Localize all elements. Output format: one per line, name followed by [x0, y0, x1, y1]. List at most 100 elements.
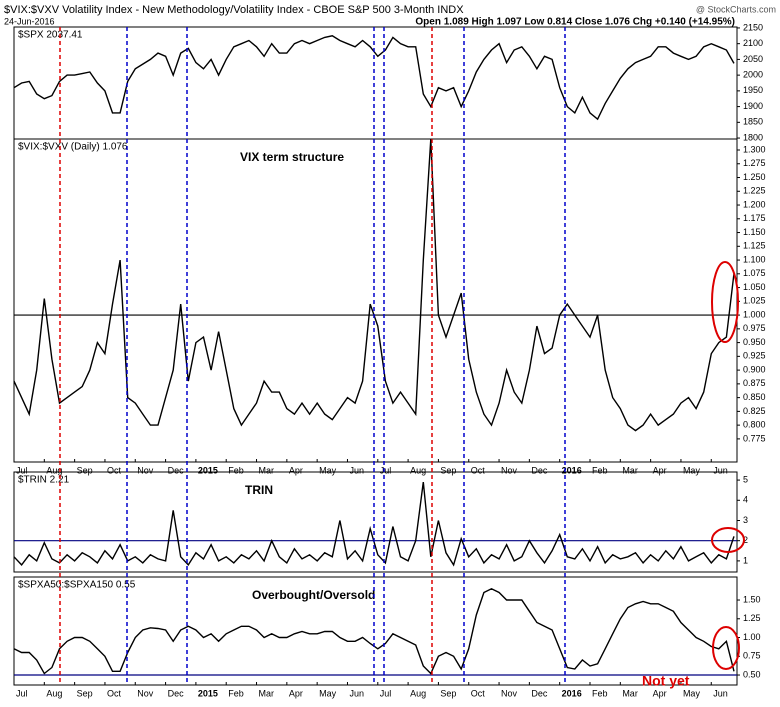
credit: @ StockCharts.com [696, 4, 776, 14]
y-tick-label: 2050 [743, 54, 763, 64]
y-tick-label: 3 [743, 515, 748, 525]
legend-label: $TRIN 2.21 [18, 475, 70, 486]
x-tick-label: Dec [168, 465, 185, 475]
x-tick-label: Mar [622, 465, 638, 475]
annotation: Overbought/Oversold [252, 588, 375, 602]
x-tick-label: Nov [501, 465, 518, 475]
panel-frame [13, 471, 738, 573]
y-tick-label: 1900 [743, 101, 763, 111]
y-tick-label: 1.275 [743, 158, 766, 168]
y-tick-label: 1.50 [743, 594, 761, 604]
highlight-circle [711, 261, 739, 343]
x-tick-label: Oct [107, 688, 122, 698]
legend-label: $SPXA50:$SPXA150 0.55 [18, 580, 136, 591]
x-tick-label: Jul [380, 465, 392, 475]
y-tick-label: 1850 [743, 117, 763, 127]
x-tick-label: Aug [46, 688, 62, 698]
x-tick-label: Feb [592, 465, 608, 475]
x-tick-label: Nov [501, 688, 518, 698]
x-tick-label: Oct [471, 465, 486, 475]
y-tick-label: 1.175 [743, 213, 766, 223]
x-tick-label: May [319, 688, 337, 698]
chart-date: 24-Jun-2016 [4, 16, 55, 26]
y-tick-label: 0.850 [743, 392, 766, 402]
y-tick-label: 0.900 [743, 364, 766, 374]
x-tick-label: May [319, 465, 337, 475]
y-tick-label: 2150 [743, 22, 763, 32]
x-tick-label: Jul [16, 688, 28, 698]
y-tick-label: 1.250 [743, 172, 766, 182]
x-tick-label: 2016 [562, 465, 582, 475]
x-tick-label: Jun [349, 465, 364, 475]
y-tick-label: 0.775 [743, 433, 766, 443]
y-tick-label: 1.150 [743, 227, 766, 237]
y-tick-label: 2100 [743, 38, 763, 48]
x-tick-label: Aug [46, 465, 62, 475]
y-tick-label: 4 [743, 495, 748, 505]
y-tick-label: 0.875 [743, 378, 766, 388]
x-tick-label: Sep [440, 688, 456, 698]
y-tick-label: 1.00 [743, 632, 761, 642]
x-tick-label: Nov [137, 465, 154, 475]
x-tick-label: Mar [259, 465, 275, 475]
x-tick-label: Dec [531, 465, 548, 475]
panel-frame [13, 576, 738, 686]
x-tick-label: Feb [228, 688, 244, 698]
y-tick-label: 1950 [743, 85, 763, 95]
annotation: VIX term structure [240, 150, 344, 164]
chart-title: $VIX:$VXV Volatility Index - New Methodo… [4, 4, 464, 16]
y-tick-label: 0.825 [743, 406, 766, 416]
y-tick-label: 1.075 [743, 268, 766, 278]
y-tick-label: 0.950 [743, 337, 766, 347]
y-tick-label: 1.000 [743, 309, 766, 319]
x-tick-label: Aug [410, 688, 426, 698]
y-tick-label: 5 [743, 474, 748, 484]
x-tick-label: Sep [440, 465, 456, 475]
y-tick-label: 1.100 [743, 254, 766, 264]
event-lines [59, 27, 566, 685]
y-tick-label: 0.925 [743, 351, 766, 361]
y-tick-label: 1.125 [743, 241, 766, 251]
x-tick-label: May [683, 465, 701, 475]
y-tick-label: 2000 [743, 70, 763, 80]
y-tick-label: 0.50 [743, 669, 761, 679]
x-tick-label: Feb [228, 465, 244, 475]
x-tick-label: Jul [16, 465, 28, 475]
x-tick-label: Mar [622, 688, 638, 698]
y-tick-label: 1 [743, 555, 748, 565]
y-tick-label: 0.75 [743, 651, 761, 661]
x-tick-label: Dec [531, 688, 548, 698]
x-tick-label: 2015 [198, 465, 218, 475]
x-tick-label: Jun [713, 688, 728, 698]
y-tick-label: 0.975 [743, 323, 766, 333]
y-tick-label: 1.300 [743, 144, 766, 154]
x-tick-label: Oct [107, 465, 122, 475]
y-tick-label: 1.025 [743, 296, 766, 306]
highlight-circle [711, 527, 745, 553]
annotation: TRIN [245, 483, 273, 497]
y-tick-label: 1.050 [743, 282, 766, 292]
x-tick-label: May [683, 688, 701, 698]
note: Not yet [642, 673, 690, 689]
x-tick-label: Mar [259, 688, 275, 698]
y-tick-label: 1.200 [743, 199, 766, 209]
x-tick-label: Sep [77, 688, 93, 698]
x-tick-label: Oct [471, 688, 486, 698]
x-tick-label: Jun [713, 465, 728, 475]
x-tick-label: Apr [289, 465, 303, 475]
x-tick-label: Aug [410, 465, 426, 475]
x-tick-label: Jun [349, 688, 364, 698]
x-tick-label: Sep [77, 465, 93, 475]
legend-label: $SPX 2037.41 [18, 30, 83, 41]
y-tick-label: 0.800 [743, 420, 766, 430]
x-tick-label: Jul [380, 688, 392, 698]
legend-label: $VIX:$VXV (Daily) 1.076 [18, 142, 128, 153]
x-tick-label: Dec [168, 688, 185, 698]
x-tick-label: Feb [592, 688, 608, 698]
x-tick-label: Apr [289, 688, 303, 698]
panel-frame [13, 26, 738, 140]
y-tick-label: 2 [743, 535, 748, 545]
highlight-circle [712, 626, 740, 670]
y-tick-label: 1.25 [743, 613, 761, 623]
